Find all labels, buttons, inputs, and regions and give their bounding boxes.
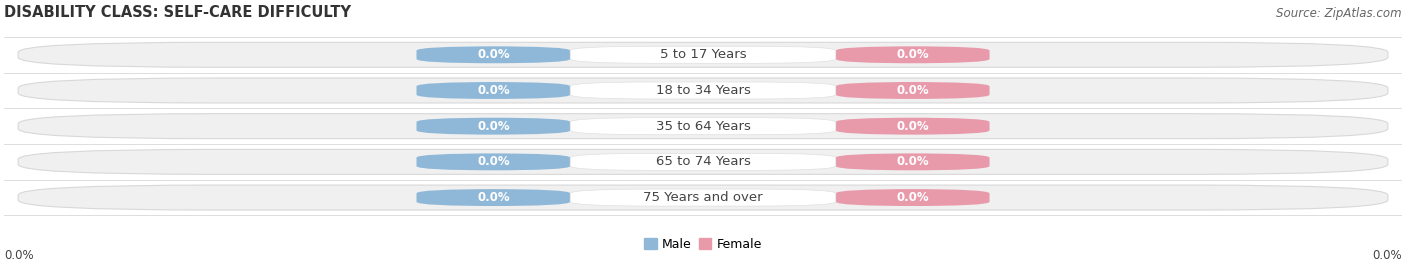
FancyBboxPatch shape <box>18 114 1388 139</box>
FancyBboxPatch shape <box>416 118 571 135</box>
FancyBboxPatch shape <box>835 189 990 206</box>
Text: 65 to 74 Years: 65 to 74 Years <box>655 155 751 168</box>
Text: 0.0%: 0.0% <box>477 155 509 168</box>
FancyBboxPatch shape <box>571 46 835 63</box>
Text: Source: ZipAtlas.com: Source: ZipAtlas.com <box>1277 7 1402 20</box>
FancyBboxPatch shape <box>416 82 571 99</box>
Text: 0.0%: 0.0% <box>897 120 929 133</box>
Text: 0.0%: 0.0% <box>897 191 929 204</box>
FancyBboxPatch shape <box>18 185 1388 210</box>
Text: 5 to 17 Years: 5 to 17 Years <box>659 48 747 61</box>
Text: 0.0%: 0.0% <box>897 84 929 97</box>
FancyBboxPatch shape <box>18 78 1388 103</box>
Legend: Male, Female: Male, Female <box>640 233 766 256</box>
FancyBboxPatch shape <box>18 149 1388 174</box>
Text: 0.0%: 0.0% <box>4 249 34 262</box>
FancyBboxPatch shape <box>571 153 835 170</box>
FancyBboxPatch shape <box>18 42 1388 67</box>
Text: 35 to 64 Years: 35 to 64 Years <box>655 120 751 133</box>
Text: DISABILITY CLASS: SELF-CARE DIFFICULTY: DISABILITY CLASS: SELF-CARE DIFFICULTY <box>4 5 352 20</box>
FancyBboxPatch shape <box>835 153 990 170</box>
Text: 75 Years and over: 75 Years and over <box>643 191 763 204</box>
FancyBboxPatch shape <box>571 118 835 135</box>
FancyBboxPatch shape <box>835 118 990 135</box>
Text: 0.0%: 0.0% <box>897 48 929 61</box>
FancyBboxPatch shape <box>571 82 835 99</box>
Text: 0.0%: 0.0% <box>477 191 509 204</box>
Text: 0.0%: 0.0% <box>477 84 509 97</box>
FancyBboxPatch shape <box>416 189 571 206</box>
Text: 0.0%: 0.0% <box>1372 249 1402 262</box>
FancyBboxPatch shape <box>835 46 990 63</box>
FancyBboxPatch shape <box>571 189 835 206</box>
FancyBboxPatch shape <box>416 46 571 63</box>
Text: 0.0%: 0.0% <box>897 155 929 168</box>
Text: 0.0%: 0.0% <box>477 120 509 133</box>
FancyBboxPatch shape <box>835 82 990 99</box>
FancyBboxPatch shape <box>416 153 571 170</box>
Text: 0.0%: 0.0% <box>477 48 509 61</box>
Text: 18 to 34 Years: 18 to 34 Years <box>655 84 751 97</box>
